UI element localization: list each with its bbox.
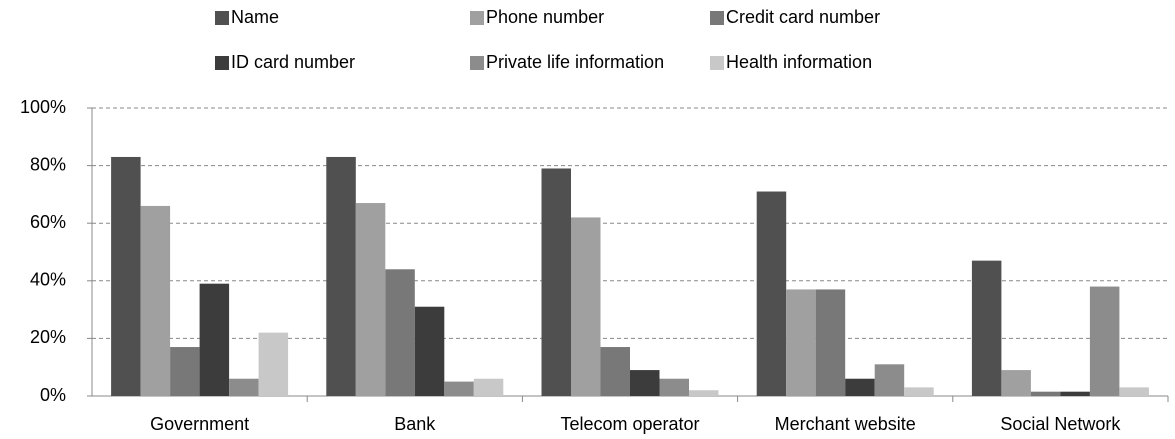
- bar: [971, 260, 1002, 396]
- bar: [571, 217, 601, 396]
- legend-swatch: [710, 56, 724, 70]
- legend-label: Phone number: [486, 7, 604, 27]
- y-tick-label: 40%: [30, 270, 66, 290]
- bar: [1119, 387, 1149, 396]
- bar: [414, 306, 445, 396]
- y-tick-label: 0%: [40, 385, 66, 405]
- bar: [444, 381, 474, 396]
- bar: [258, 332, 289, 396]
- x-tick-label: Bank: [394, 414, 436, 434]
- legend-swatch: [470, 11, 484, 25]
- bar: [229, 378, 259, 396]
- x-tick-label: Telecom operator: [560, 414, 699, 434]
- bar: [541, 168, 571, 396]
- bar: [874, 364, 905, 396]
- bar: [600, 347, 630, 396]
- y-tick-label: 80%: [30, 154, 66, 174]
- legend-label: ID card number: [231, 52, 355, 72]
- bar: [659, 378, 689, 396]
- x-tick-label: Government: [150, 414, 249, 434]
- bar: [1001, 370, 1031, 396]
- bar: [630, 370, 660, 396]
- legend-swatch: [215, 11, 229, 25]
- bar: [786, 289, 816, 396]
- bar: [845, 378, 875, 396]
- legend-swatch: [710, 11, 724, 25]
- legend-label: Private life information: [486, 52, 664, 72]
- y-tick-label: 20%: [30, 327, 66, 347]
- bar: [355, 203, 386, 396]
- bar: [199, 283, 230, 396]
- x-tick-label: Merchant website: [775, 414, 916, 434]
- legend-swatch: [470, 56, 484, 70]
- bar: [170, 347, 200, 396]
- bar: [1030, 391, 1061, 396]
- y-tick-label: 100%: [20, 97, 66, 117]
- y-tick-label: 60%: [30, 212, 66, 232]
- legend-label: Credit card number: [726, 7, 880, 27]
- bar: [1089, 286, 1120, 396]
- bar: [756, 191, 787, 396]
- bar: [111, 156, 141, 396]
- bar: [904, 387, 934, 396]
- bar: [326, 156, 356, 396]
- bar: [385, 269, 415, 396]
- legend-swatch: [215, 56, 229, 70]
- bar: [140, 205, 171, 396]
- x-tick-label: Social Network: [1000, 414, 1121, 434]
- bar: [473, 378, 504, 396]
- bar: [1060, 391, 1090, 396]
- legend-label: Name: [231, 7, 279, 27]
- legend-label: Health information: [726, 52, 872, 72]
- bar: [689, 390, 719, 396]
- bar: [815, 289, 846, 396]
